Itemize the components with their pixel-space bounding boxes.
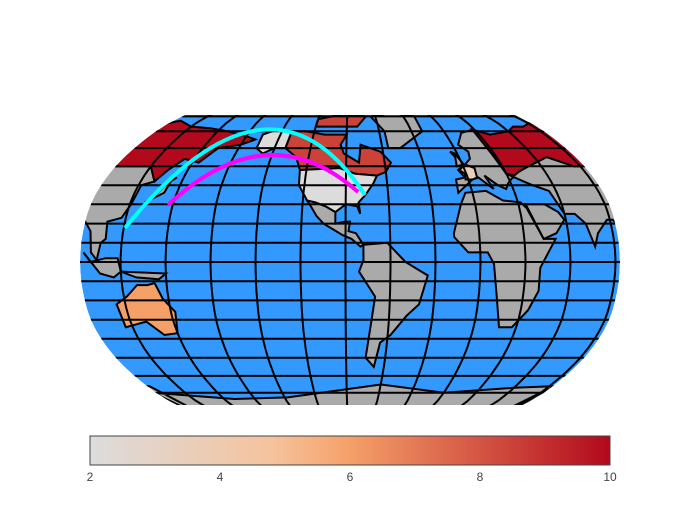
graticule (209, 115, 277, 405)
country (80, 128, 620, 215)
graticule (394, 115, 437, 405)
graticule (254, 115, 301, 405)
colorbar-tick-label: 8 (477, 470, 484, 484)
route-line (166, 153, 360, 207)
graticule (299, 115, 325, 405)
colorbar-tick-label: 10 (603, 470, 617, 484)
graticule (164, 115, 253, 405)
colorbar: 2 4 6 8 10 (87, 435, 617, 484)
map-area (80, 115, 620, 405)
graticule (490, 115, 617, 405)
graticule (119, 115, 229, 405)
land (120, 270, 620, 281)
country (80, 162, 620, 181)
graticule (467, 115, 572, 405)
graticule (344, 115, 349, 405)
graticule (442, 115, 527, 405)
colorbar-tick-label: 2 (87, 470, 94, 484)
colorbar-gradient (89, 435, 611, 466)
graticule (418, 115, 482, 405)
country (80, 115, 620, 177)
graticule (370, 115, 392, 405)
route-line (123, 127, 367, 230)
land (80, 189, 620, 329)
colorbar-tick-label: 6 (347, 470, 354, 484)
colorbar-tick-label: 4 (217, 470, 224, 484)
land (80, 241, 620, 369)
land (80, 383, 620, 405)
